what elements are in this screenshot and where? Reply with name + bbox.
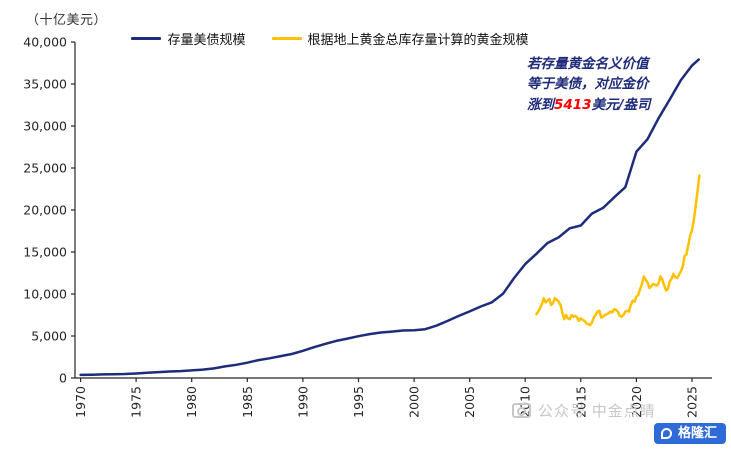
annotation-target-price: 5413 [554, 96, 592, 113]
legend-label-gold: 根据地上黄金总库存量计算的黄金规模 [307, 33, 529, 48]
y-axis-unit-label: （十亿美元） [26, 13, 108, 28]
x-tick-label: 1970 [73, 386, 88, 418]
gelonghui-badge: 格隆汇 [653, 423, 726, 444]
x-tick-label: 1985 [240, 386, 255, 418]
annotation-line-1: 若存量黄金名义价值 [527, 56, 649, 72]
series-line-0 [79, 58, 700, 377]
camera-icon [512, 403, 531, 418]
x-tick-label: 1975 [129, 386, 144, 418]
x-tick-label: 1990 [295, 386, 310, 418]
series-line-1 [535, 174, 701, 327]
y-tick-label: 20,000 [23, 203, 67, 218]
annotation-line-3-post: 美元/盎司 [591, 96, 651, 113]
y-tick-label: 35,000 [23, 77, 67, 92]
y-tick-label: 5,000 [31, 329, 67, 344]
legend-item-gold: 根据地上黄金总库存量计算的黄金规模 [271, 29, 529, 48]
annotation-note: 若存量黄金名义价值 等于美债，对应金价 涨到5413美元/盎司 [527, 54, 651, 115]
annotation-line-3-pre: 涨到 [527, 96, 554, 113]
legend: 存量美债规模 根据地上黄金总库存量计算的黄金规模 [0, 29, 660, 48]
watermark-text: 公众号 中金点睛 [538, 402, 656, 420]
y-tick-label: 0 [59, 371, 67, 386]
x-tick-label: 2025 [685, 386, 700, 418]
x-tick-label: 2005 [462, 386, 477, 418]
x-tick-label: 2000 [407, 386, 422, 418]
legend-item-us-debt: 存量美债规模 [131, 29, 246, 48]
annotation-line-3: 涨到5413美元/盎司 [527, 95, 651, 115]
x-tick-label: 1980 [184, 386, 199, 418]
x-tick-label: 2015 [573, 386, 588, 418]
y-tick-label: 15,000 [23, 245, 67, 260]
x-tick-label: 2020 [629, 386, 644, 418]
legend-line-swatch-debt [131, 37, 162, 40]
y-tick-label: 25,000 [23, 161, 67, 176]
gelonghui-icon [660, 428, 672, 439]
legend-line-swatch-gold [271, 37, 302, 40]
y-tick-label: 30,000 [23, 119, 67, 134]
annotation-line-2: 等于美债，对应金价 [527, 76, 649, 93]
y-tick-label: 10,000 [23, 287, 67, 302]
legend-label-debt: 存量美债规模 [167, 33, 246, 48]
watermark: 公众号 中金点睛 [512, 400, 656, 421]
x-tick-label: 1995 [351, 386, 366, 418]
y-tick-label: 40,000 [23, 35, 67, 50]
gelonghui-label: 格隆汇 [677, 426, 717, 441]
